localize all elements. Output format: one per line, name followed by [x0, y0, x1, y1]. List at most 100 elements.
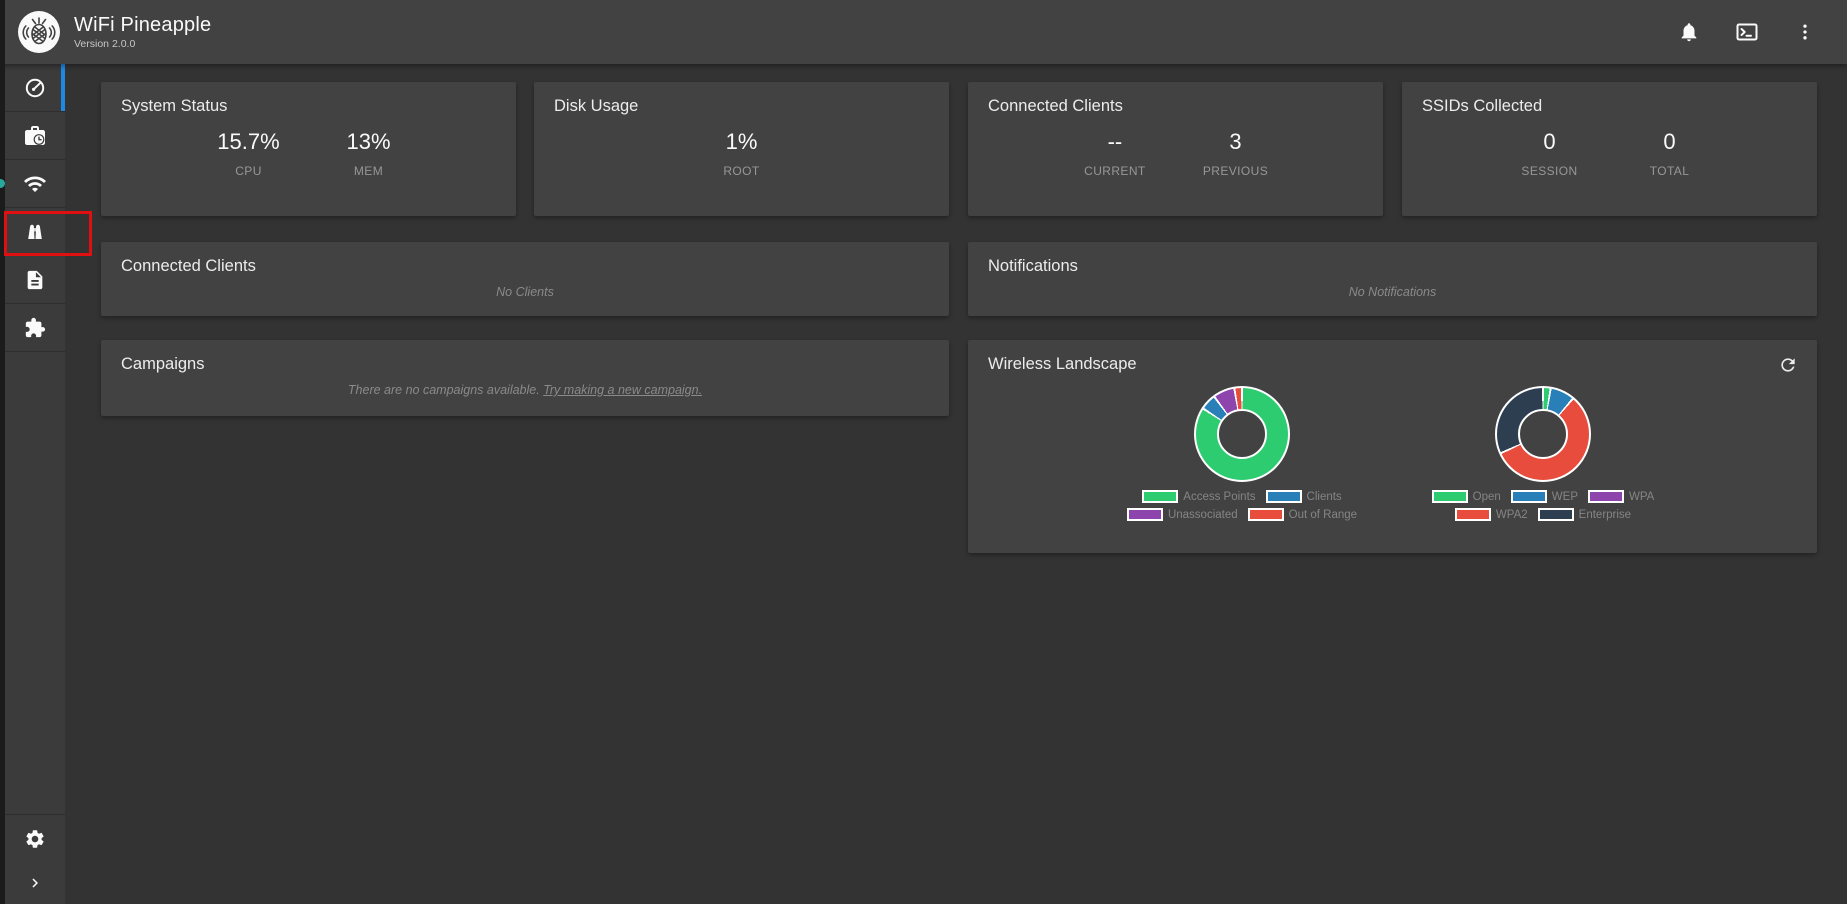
legend-swatch	[1126, 508, 1163, 521]
legend-swatch	[1265, 490, 1302, 503]
stat-row: 0 SESSION 0 TOTAL	[1402, 129, 1817, 178]
stat-label: CURRENT	[1084, 164, 1146, 178]
campaigns-empty-message: There are no campaigns available.	[347, 383, 540, 397]
legend-swatch	[1454, 508, 1491, 521]
stat-root: 1% ROOT	[710, 129, 774, 178]
empty-state-text: No Clients	[496, 285, 554, 299]
stat-session: 0 SESSION	[1518, 129, 1582, 178]
legend-item[interactable]: Access Points	[1142, 490, 1256, 503]
pineapple-logo-icon	[22, 17, 56, 45]
refresh-icon	[1781, 358, 1795, 372]
legend-item[interactable]: Unassociated	[1126, 508, 1238, 521]
card-notifications: Notifications No Notifications	[968, 242, 1817, 316]
header-titles: WiFi Pineapple Version 2.0.0	[74, 14, 211, 50]
legend-row: Access Points Clients	[1077, 490, 1407, 503]
puzzle-icon	[25, 317, 46, 337]
sidebar-item-logging[interactable]	[5, 256, 65, 304]
legend-item[interactable]: Open	[1431, 490, 1501, 503]
stat-cpu: 15.7% CPU	[217, 129, 281, 178]
stat-value: 0	[1543, 129, 1556, 154]
gear-icon	[26, 829, 44, 848]
donut-hole	[1518, 409, 1568, 459]
sidebar-item-modules[interactable]	[5, 304, 65, 352]
legend-label: Open	[1472, 490, 1501, 503]
card-system-status: System Status 15.7% CPU 13% MEM	[101, 82, 516, 216]
stat-row: 1% ROOT	[534, 129, 949, 178]
briefcase-clock-icon	[25, 125, 45, 145]
sidebar	[5, 64, 65, 904]
refresh-button[interactable]	[1775, 352, 1801, 378]
legend-label: WEP	[1551, 490, 1578, 503]
stat-total: 0 TOTAL	[1638, 129, 1702, 178]
stat-label: MEM	[353, 164, 384, 178]
legend-item[interactable]: Clients	[1265, 490, 1342, 503]
card-disk-usage: Disk Usage 1% ROOT	[534, 82, 949, 216]
sidebar-bottom	[5, 814, 65, 904]
app-title: WiFi Pineapple	[74, 14, 212, 36]
donut-chart-devices: Access Points Clients Unassociated Out of …	[1077, 386, 1407, 521]
sidebar-collapse-toggle[interactable]	[5, 862, 65, 904]
stat-label: PREVIOUS	[1202, 164, 1269, 178]
legend-row: WPA2 Enterprise	[1378, 508, 1708, 521]
card-title: Notifications	[988, 257, 1078, 275]
app-header: WiFi Pineapple Version 2.0.0	[0, 0, 1847, 64]
legend-swatch	[1431, 490, 1468, 503]
stat-previous: 3 PREVIOUS	[1203, 129, 1268, 178]
binoculars-icon	[28, 224, 42, 239]
overflow-menu-button[interactable]	[1791, 18, 1819, 46]
sidebar-item-recon[interactable]	[5, 208, 65, 256]
legend-item[interactable]: Enterprise	[1537, 508, 1631, 521]
card-campaigns: Campaigns There are no campaigns availab…	[101, 340, 949, 416]
card-connected-clients: Connected Clients No Clients	[101, 242, 949, 316]
legend-row: Open WEP WPA	[1378, 490, 1708, 503]
stat-value: --	[1107, 129, 1123, 154]
sidebar-item-dashboard[interactable]	[5, 64, 65, 112]
kebab-menu-icon	[1803, 24, 1807, 40]
main-content: System Status 15.7% CPU 13% MEM Disk Usa…	[65, 64, 1847, 904]
header-actions	[1675, 18, 1847, 46]
donut-ring[interactable]	[1495, 386, 1591, 482]
chart-legend: Open WEP WPA WPA2 Enterprise	[1378, 490, 1708, 521]
stat-current: -- CURRENT	[1083, 129, 1147, 178]
gauge-icon	[25, 78, 45, 97]
sidebar-item-pineap[interactable]	[5, 160, 65, 208]
notifications-bell-button[interactable]	[1675, 18, 1703, 46]
sidebar-item-campaigns[interactable]	[5, 112, 65, 160]
stat-value: 13%	[346, 129, 391, 154]
stat-mem: 13% MEM	[337, 129, 401, 178]
legend-label: Clients	[1306, 490, 1342, 503]
empty-state-text: No Notifications	[1348, 285, 1437, 299]
chart-legend: Access Points Clients Unassociated Out of …	[1077, 490, 1407, 521]
card-title: Campaigns	[121, 355, 205, 373]
legend-item[interactable]: Out of Range	[1247, 508, 1358, 521]
terminal-icon	[1736, 23, 1758, 41]
card-ssids-collected: SSIDs Collected 0 SESSION 0 TOTAL	[1402, 82, 1817, 216]
new-campaign-link[interactable]: Try making a new campaign.	[543, 383, 703, 397]
terminal-button[interactable]	[1733, 18, 1761, 46]
stat-value: 15.7%	[217, 129, 280, 154]
wifi-icon	[24, 175, 46, 192]
stat-value: 0	[1663, 129, 1676, 154]
stat-label: SESSION	[1521, 164, 1578, 178]
legend-label: WPA2	[1495, 508, 1528, 521]
legend-swatch	[1537, 508, 1574, 521]
card-connected-clients-summary: Connected Clients -- CURRENT 3 PREVIOUS	[968, 82, 1383, 216]
legend-swatch	[1142, 490, 1179, 503]
app-version: Version 2.0.0	[74, 38, 136, 50]
card-title: Connected Clients	[988, 97, 1123, 115]
legend-label: Out of Range	[1288, 508, 1358, 521]
sidebar-item-settings[interactable]	[5, 814, 65, 862]
legend-swatch	[1247, 508, 1284, 521]
legend-item[interactable]: WPA	[1588, 490, 1654, 503]
donut-hole	[1217, 409, 1267, 459]
donut-ring[interactable]	[1194, 386, 1290, 482]
pineapple-logo	[18, 11, 60, 53]
legend-item[interactable]: WEP	[1510, 490, 1578, 503]
legend-swatch	[1588, 490, 1624, 503]
left-edge-strip	[0, 0, 5, 904]
stat-row: -- CURRENT 3 PREVIOUS	[968, 129, 1383, 178]
legend-item[interactable]: WPA2	[1454, 508, 1528, 521]
card-wireless-landscape: Wireless Landscape Access Points Clients …	[968, 340, 1817, 553]
legend-label: Access Points	[1183, 490, 1256, 503]
